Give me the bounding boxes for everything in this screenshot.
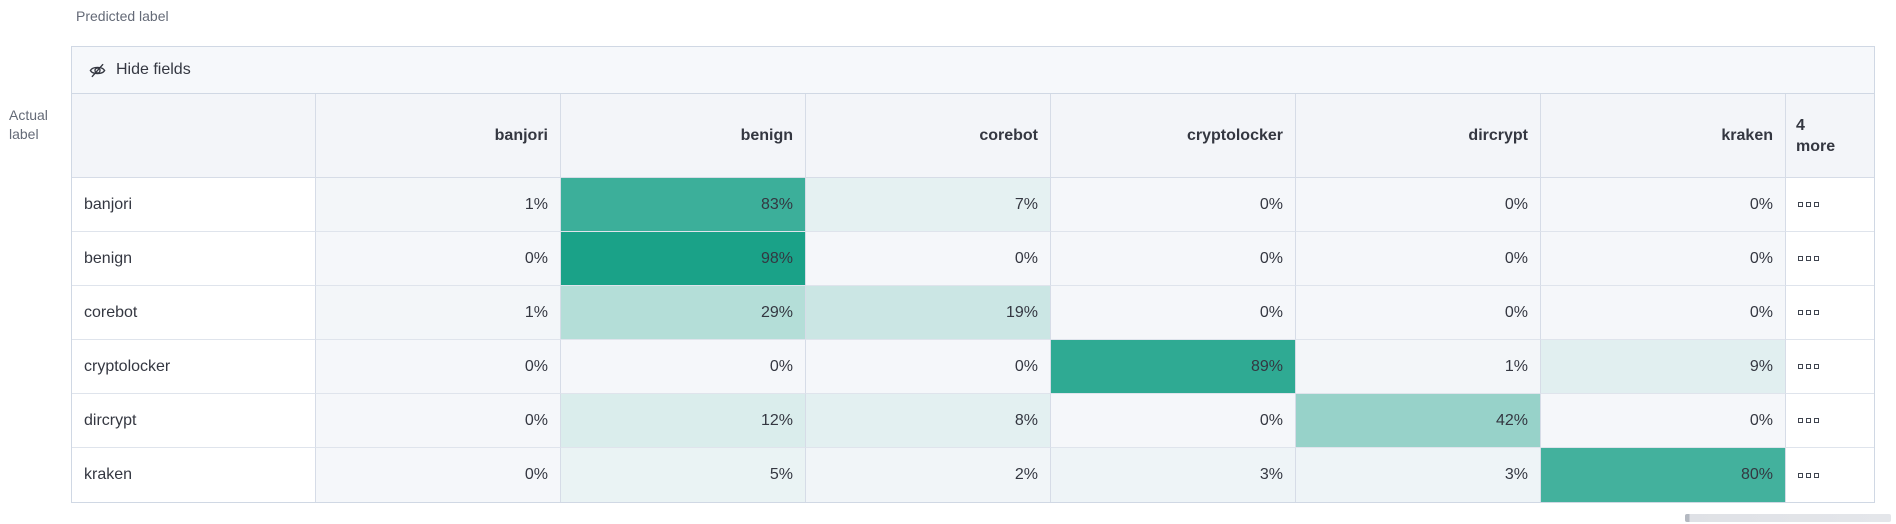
cell-kraken-cryptolocker[interactable]: 3% [1051, 448, 1296, 502]
hide-fields-label: Hide fields [116, 61, 191, 78]
more-cell-banjori[interactable] [1786, 178, 1874, 232]
more-cell-dircrypt[interactable] [1786, 394, 1874, 448]
column-header-banjori[interactable]: banjori [316, 94, 561, 178]
cell-kraken-banjori[interactable]: 0% [316, 448, 561, 502]
column-header-cryptolocker[interactable]: cryptolocker [1051, 94, 1296, 178]
actual-axis-label-line1: Actual [9, 107, 48, 123]
cell-banjori-corebot[interactable]: 7% [806, 178, 1051, 232]
cell-cryptolocker-benign[interactable]: 0% [561, 340, 806, 394]
cell-corebot-benign[interactable]: 29% [561, 286, 806, 340]
boxes-horizontal-icon [1798, 310, 1819, 315]
boxes-horizontal-icon [1798, 202, 1819, 207]
more-cell-kraken[interactable] [1786, 448, 1874, 502]
matrix-row-cryptolocker: cryptolocker 0% 0% 0% 89% 1% 9% [72, 340, 1874, 394]
boxes-horizontal-icon [1798, 418, 1819, 423]
header-row: banjori benign corebot cryptolocker dircrypt… [72, 94, 1874, 178]
boxes-horizontal-icon [1798, 256, 1819, 261]
cell-corebot-cryptolocker[interactable]: 0% [1051, 286, 1296, 340]
cell-banjori-banjori[interactable]: 1% [316, 178, 561, 232]
cell-banjori-benign[interactable]: 83% [561, 178, 806, 232]
cell-corebot-corebot[interactable]: 19% [806, 286, 1051, 340]
more-column-label: more [1796, 137, 1836, 155]
cell-benign-cryptolocker[interactable]: 0% [1051, 232, 1296, 286]
matrix-row-benign: benign 0% 98% 0% 0% 0% 0% [72, 232, 1874, 286]
row-label-benign[interactable]: benign [72, 232, 316, 286]
cell-cryptolocker-banjori[interactable]: 0% [316, 340, 561, 394]
cell-benign-benign[interactable]: 98% [561, 232, 806, 286]
hide-fields-button[interactable]: Hide fields [84, 59, 195, 82]
more-cell-corebot[interactable] [1786, 286, 1874, 340]
matrix-row-banjori: banjori 1% 83% 7% 0% 0% 0% [72, 178, 1874, 232]
confusion-matrix-panel: Hide fields banjori benign corebot cryptolo… [71, 46, 1875, 503]
row-label-cryptolocker[interactable]: cryptolocker [72, 340, 316, 394]
column-header-dircrypt[interactable]: dircrypt [1296, 94, 1541, 178]
actual-axis-label-line2: label [9, 126, 39, 142]
horizontal-scrollbar-thumb[interactable] [1685, 514, 1891, 522]
column-header-benign[interactable]: benign [561, 94, 806, 178]
cell-dircrypt-cryptolocker[interactable]: 0% [1051, 394, 1296, 448]
cell-dircrypt-benign[interactable]: 12% [561, 394, 806, 448]
cell-kraken-corebot[interactable]: 2% [806, 448, 1051, 502]
cell-dircrypt-kraken[interactable]: 0% [1541, 394, 1786, 448]
fields-toolbar: Hide fields [72, 47, 1874, 94]
column-header-kraken[interactable]: kraken [1541, 94, 1786, 178]
cell-dircrypt-corebot[interactable]: 8% [806, 394, 1051, 448]
cell-banjori-cryptolocker[interactable]: 0% [1051, 178, 1296, 232]
cell-corebot-banjori[interactable]: 1% [316, 286, 561, 340]
boxes-horizontal-icon [1798, 472, 1819, 478]
eye-closed-icon [88, 61, 107, 80]
more-cell-cryptolocker[interactable] [1786, 340, 1874, 394]
cell-kraken-dircrypt[interactable]: 3% [1296, 448, 1541, 502]
column-header-more[interactable]: 4 more [1786, 94, 1874, 178]
cell-cryptolocker-corebot[interactable]: 0% [806, 340, 1051, 394]
cell-dircrypt-dircrypt[interactable]: 42% [1296, 394, 1541, 448]
cell-banjori-dircrypt[interactable]: 0% [1296, 178, 1541, 232]
column-header-corebot[interactable]: corebot [806, 94, 1051, 178]
cell-corebot-dircrypt[interactable]: 0% [1296, 286, 1541, 340]
more-cell-benign[interactable] [1786, 232, 1874, 286]
cell-cryptolocker-cryptolocker[interactable]: 89% [1051, 340, 1296, 394]
cell-cryptolocker-kraken[interactable]: 9% [1541, 340, 1786, 394]
boxes-horizontal-icon [1798, 364, 1819, 369]
cell-corebot-kraken[interactable]: 0% [1541, 286, 1786, 340]
header-corner-cell [72, 94, 316, 178]
cell-kraken-benign[interactable]: 5% [561, 448, 806, 502]
matrix-row-dircrypt: dircrypt 0% 12% 8% 0% 42% 0% [72, 394, 1874, 448]
cell-benign-kraken[interactable]: 0% [1541, 232, 1786, 286]
matrix-row-corebot: corebot 1% 29% 19% 0% 0% 0% [72, 286, 1874, 340]
row-label-banjori[interactable]: banjori [72, 178, 316, 232]
cell-benign-corebot[interactable]: 0% [806, 232, 1051, 286]
cell-dircrypt-banjori[interactable]: 0% [316, 394, 561, 448]
row-label-kraken[interactable]: kraken [72, 448, 316, 502]
predicted-axis-label: Predicted label [76, 8, 169, 24]
more-column-count: 4 [1796, 116, 1805, 134]
actual-axis-label: Actual label [9, 106, 48, 144]
matrix-row-kraken: kraken 0% 5% 2% 3% 3% 80% [72, 448, 1874, 502]
cell-benign-dircrypt[interactable]: 0% [1296, 232, 1541, 286]
confusion-grid: banjori benign corebot cryptolocker dircrypt… [72, 94, 1874, 502]
cell-benign-banjori[interactable]: 0% [316, 232, 561, 286]
row-label-corebot[interactable]: corebot [72, 286, 316, 340]
cell-cryptolocker-dircrypt[interactable]: 1% [1296, 340, 1541, 394]
row-label-dircrypt[interactable]: dircrypt [72, 394, 316, 448]
cell-banjori-kraken[interactable]: 0% [1541, 178, 1786, 232]
cell-kraken-kraken[interactable]: 80% [1541, 448, 1786, 502]
